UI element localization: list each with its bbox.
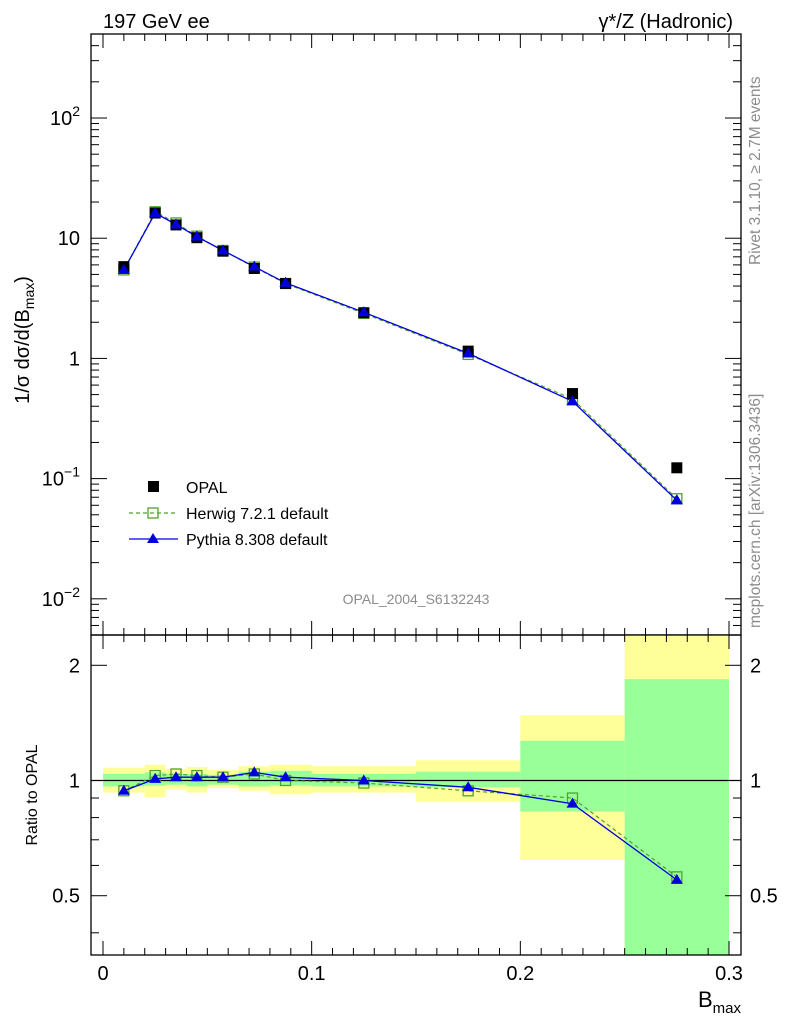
main-ytick-label: 10−2 [42, 584, 80, 611]
ratio-frame [90, 634, 742, 956]
main-opal-series [117, 207, 683, 505]
main-pythia-point-top [462, 347, 475, 358]
main-pythia-point-top [566, 395, 579, 406]
ratio-pythia-point [190, 771, 203, 782]
main-pythia-point-top [190, 230, 203, 241]
header-left-title: 197 GeV ee [103, 11, 210, 33]
legend-opal-marker [148, 481, 159, 492]
header-right-title: γ*/Z (Hadronic) [599, 11, 733, 33]
main-pythia-line [123, 212, 678, 501]
ratio-pythia-series [117, 766, 683, 884]
legend-herwig-marker [147, 507, 159, 519]
main-pythia-point-top [216, 244, 229, 255]
main-pythia-point-top [170, 218, 183, 229]
ratio-pythia-point [149, 772, 162, 783]
main-axes [91, 33, 741, 636]
legend-opal-label: OPAL [186, 480, 228, 497]
ratio-xtick-label: 0 [97, 963, 108, 985]
ratio-ytick-label-left: 2 [69, 655, 80, 677]
ratio-pythia-point [462, 781, 475, 792]
main-opal-point [567, 388, 578, 400]
main-ytick-label: 1 [69, 348, 80, 370]
legend: OPAL Herwig 7.2.1 default Pythia 8.308 d… [129, 480, 329, 549]
legend-pythia-marker [147, 533, 159, 543]
main-pythia-point-top [248, 260, 261, 271]
legend-pythia-label: Pythia 8.308 default [186, 532, 328, 549]
main-ytick-label: 10 [58, 228, 80, 250]
ratio-bands [103, 635, 729, 955]
ratio-ytick-label-left: 1 [69, 771, 80, 793]
ratio-panel [90, 634, 742, 956]
main-pythia-point-top [117, 263, 130, 274]
ratio-pythia-point [248, 766, 261, 777]
main-ylabel: 1/σ dσ/d(Bmax) [12, 276, 37, 404]
ratio-band-inner [416, 771, 521, 788]
ratio-pythia-point [170, 771, 183, 782]
main-pythia-point-top [149, 207, 162, 218]
ratio-xtick-label: 0.2 [506, 963, 534, 985]
ratio-pythia-point [670, 873, 683, 884]
ratio-ytick-label-right: 2 [750, 655, 761, 677]
analysis-label: OPAL_2004_S6132243 [343, 591, 490, 607]
ratio-ytick-label-left: 0.5 [52, 886, 80, 908]
main-pythia-series [117, 207, 683, 505]
ratio-pythia-point [117, 784, 130, 795]
ratio-ytick-label-right: 1 [750, 771, 761, 793]
ratio-pythia-point [566, 797, 579, 808]
ratio-pythia-point [357, 774, 370, 785]
main-herwig-line [123, 210, 678, 500]
ratio-pythia-point [279, 771, 292, 782]
mcplots-label: mcplots.cern.ch [arXiv:1306.3436] [747, 394, 764, 628]
main-pythia-point-top [357, 306, 370, 317]
ratio-band-inner [624, 679, 729, 955]
main-opal-point [671, 462, 683, 474]
main-pythia-point-top [670, 494, 683, 505]
ratio-xtick-label: 0.1 [298, 963, 326, 985]
rivet-label: Rivet 3.1.10, ≥ 2.7M events [747, 76, 764, 265]
ratio-xtick-label: 0.3 [715, 963, 743, 985]
ratio-xlabel: Bmax [698, 987, 742, 1017]
main-pythia-point-top [279, 276, 292, 287]
ratio-pythia-point [216, 771, 229, 782]
main-ytick-label: 10−1 [42, 464, 80, 491]
legend-herwig-label: Herwig 7.2.1 default [186, 506, 329, 523]
main-herwig-series [118, 206, 683, 505]
main-ytick-label: 102 [50, 103, 80, 130]
ratio-ytick-label-right: 0.5 [750, 886, 778, 908]
ratio-ylabel: Ratio to OPAL [24, 744, 41, 845]
